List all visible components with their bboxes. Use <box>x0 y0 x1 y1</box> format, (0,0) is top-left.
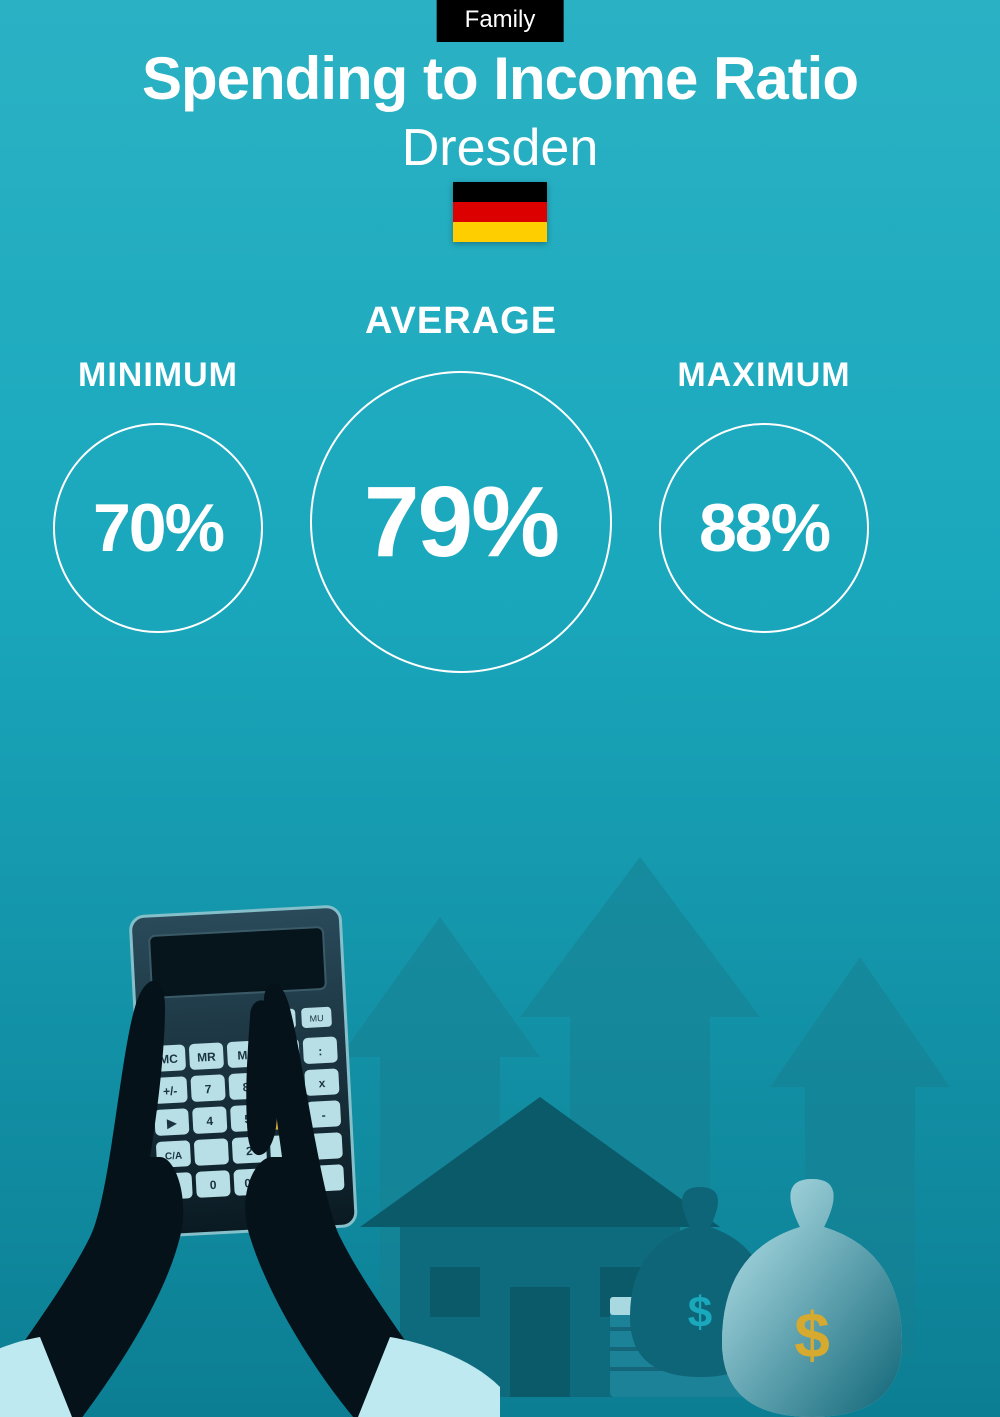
svg-text:7: 7 <box>204 1082 212 1096</box>
metric-maximum-label: MAXIMUM <box>656 356 872 395</box>
metric-minimum: MINIMUM 70% <box>50 356 266 633</box>
page-title: Spending to Income Ratio <box>0 44 1000 113</box>
germany-flag-icon <box>453 182 547 242</box>
city-subtitle: Dresden <box>0 118 1000 178</box>
metric-average-value: 79% <box>364 465 558 580</box>
svg-text:+/-: +/- <box>163 1084 178 1099</box>
metric-minimum-value: 70% <box>93 489 223 567</box>
metric-average-label: AVERAGE <box>310 300 612 343</box>
svg-text:$: $ <box>794 1299 830 1371</box>
category-badge: Family <box>437 0 564 42</box>
svg-text:x: x <box>318 1076 326 1090</box>
finance-illustration: $ $ % <box>0 797 1000 1417</box>
metrics-row: MINIMUM 70% AVERAGE 79% MAXIMUM 88% <box>0 300 1000 720</box>
infographic-page: Family Spending to Income Ratio Dresden … <box>0 0 1000 1417</box>
metric-maximum: MAXIMUM 88% <box>656 356 872 633</box>
metric-average: AVERAGE 79% <box>310 300 612 673</box>
svg-text::: : <box>318 1044 323 1058</box>
flag-stripe-3 <box>453 222 547 242</box>
metric-minimum-circle: 70% <box>53 423 263 633</box>
metric-average-circle: 79% <box>310 371 612 673</box>
category-label: Family <box>465 6 536 33</box>
svg-text:MR: MR <box>197 1050 217 1065</box>
flag-stripe-2 <box>453 202 547 222</box>
illustration-svg: $ $ % <box>0 797 1000 1417</box>
metric-minimum-label: MINIMUM <box>50 356 266 395</box>
svg-text:4: 4 <box>206 1114 214 1128</box>
metric-maximum-value: 88% <box>699 489 829 567</box>
svg-text:0: 0 <box>209 1178 217 1192</box>
metric-maximum-circle: 88% <box>659 423 869 633</box>
svg-text:▶: ▶ <box>166 1116 178 1131</box>
svg-text:$: $ <box>688 1288 712 1337</box>
svg-text:-: - <box>321 1108 326 1122</box>
svg-text:MU: MU <box>309 1013 324 1024</box>
flag-stripe-1 <box>453 182 547 202</box>
